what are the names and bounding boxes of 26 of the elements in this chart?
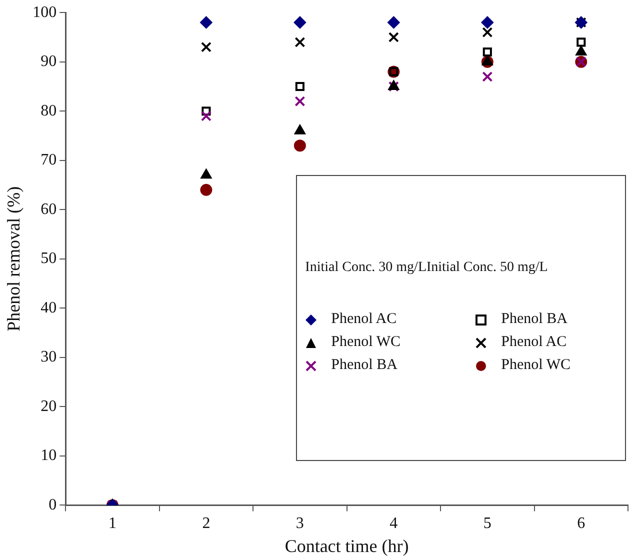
y-tick-label: 20 — [40, 398, 57, 415]
legend-label: Phenol BA — [331, 357, 398, 374]
x-tick-label: 2 — [202, 515, 210, 532]
legend-label: Phenol AC — [501, 334, 567, 352]
x-axis-title: Contact time (hr) — [284, 536, 409, 556]
y-tick-label: 30 — [40, 348, 57, 366]
legend-title: Initial Conc. 30 mg/LInitial Conc. 50 mg/L — [305, 260, 548, 276]
legend-label: Phenol WC — [501, 357, 570, 374]
y-axis-title: Phenol removal (%) — [4, 186, 24, 332]
x-tick-label: 3 — [296, 515, 304, 532]
legend-label: Phenol WC — [331, 334, 400, 352]
y-tick-label: 50 — [40, 250, 57, 268]
x-tick-label: 1 — [108, 515, 116, 532]
x-tick-label: 5 — [483, 515, 492, 532]
y-tick-label: 10 — [40, 447, 57, 464]
y-tick-label: 80 — [40, 102, 57, 120]
y-tick-label: 0 — [48, 496, 57, 514]
legend-label: Phenol AC — [331, 311, 397, 328]
x-tick-label: 6 — [577, 515, 586, 532]
y-tick-label: 100 — [32, 4, 57, 21]
y-tick-label: 40 — [40, 299, 57, 316]
y-tick-label: 70 — [40, 152, 57, 169]
y-tick-label: 90 — [40, 53, 57, 70]
legend-label: Phenol BA — [501, 311, 568, 328]
x-tick-label: 4 — [390, 515, 398, 532]
y-tick-label: 60 — [40, 200, 57, 218]
